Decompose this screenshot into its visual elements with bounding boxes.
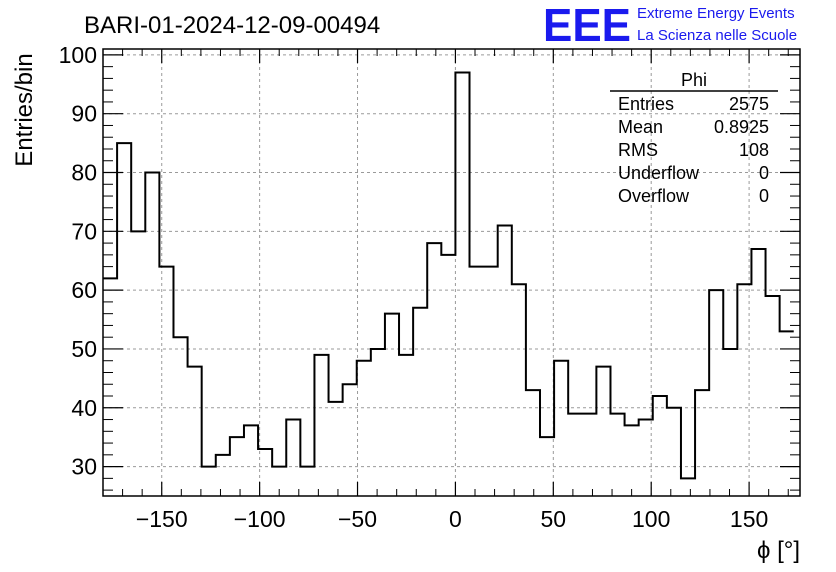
histogram-bin bbox=[300, 467, 314, 496]
y-axis-title: Entries/bin bbox=[11, 53, 38, 166]
histogram-bin bbox=[554, 361, 568, 496]
histogram-bin bbox=[568, 414, 582, 496]
histogram-bin bbox=[512, 284, 526, 496]
x-tick-label: −150 bbox=[136, 506, 188, 532]
y-tick-label: 80 bbox=[71, 160, 97, 186]
histogram-bin bbox=[159, 267, 173, 496]
histogram-bin bbox=[625, 425, 639, 496]
histogram-bin bbox=[103, 278, 117, 496]
histogram-bin bbox=[526, 390, 540, 496]
logo-mark: EEE bbox=[543, 0, 631, 51]
x-tick-label: 0 bbox=[449, 506, 462, 532]
histogram-bin bbox=[540, 437, 554, 496]
histogram-bin bbox=[413, 308, 427, 496]
stats-value: 0 bbox=[759, 186, 769, 206]
histogram-bin bbox=[653, 396, 667, 496]
histogram-bin bbox=[610, 414, 624, 496]
stats-rows: Entries 2575 Mean 0.8925 RMS 108 Underflow 0 Ove… bbox=[618, 94, 769, 206]
histogram-bin bbox=[216, 455, 230, 496]
histogram-bin bbox=[357, 361, 371, 496]
histogram-bin bbox=[639, 420, 653, 496]
stats-value: 0 bbox=[759, 163, 769, 183]
y-tick-label: 90 bbox=[71, 101, 97, 127]
y-tick-label: 70 bbox=[71, 218, 97, 244]
histogram-bin bbox=[737, 284, 751, 496]
logo: EEE Extreme Energy Events La Scienza nel… bbox=[543, 0, 797, 51]
stats-box: Phi Entries 2575 Mean 0.8925 RMS 108 Underflow… bbox=[610, 70, 778, 206]
histogram-bin bbox=[131, 231, 145, 496]
x-tick-label: 50 bbox=[541, 506, 567, 532]
stats-label: Entries bbox=[618, 94, 674, 114]
y-tick-label: 50 bbox=[71, 336, 97, 362]
y-tick-label: 60 bbox=[71, 277, 97, 303]
stats-value: 0.8925 bbox=[714, 117, 769, 137]
histogram-bin bbox=[766, 296, 780, 496]
histogram-bin bbox=[314, 355, 328, 496]
grid-lines bbox=[103, 49, 800, 496]
histogram-bin bbox=[272, 467, 286, 496]
y-tick-labels: 30 40 50 60 70 80 90 100 bbox=[59, 42, 97, 480]
logo-line-1: Extreme Energy Events bbox=[637, 5, 795, 22]
histogram-bin bbox=[145, 173, 159, 496]
histogram-bin bbox=[441, 255, 455, 496]
histogram-bin bbox=[709, 290, 723, 496]
stats-title: Phi bbox=[681, 70, 707, 90]
histogram-bin bbox=[188, 367, 202, 496]
histogram-bin bbox=[329, 402, 343, 496]
histogram-bin bbox=[385, 314, 399, 496]
chart-title: BARI-01-2024-12-09-00494 bbox=[84, 12, 380, 39]
logo-line-2: La Scienza nelle Scuole bbox=[637, 27, 797, 44]
histogram-bin bbox=[484, 267, 498, 496]
x-tick-labels: −150 −100 −50 0 50 100 150 bbox=[136, 506, 768, 532]
histogram-bin bbox=[244, 425, 258, 496]
histogram-bin bbox=[399, 355, 413, 496]
histogram-bin bbox=[751, 249, 765, 496]
x-axis-title: ϕ [°] bbox=[757, 537, 800, 564]
stats-label: Underflow bbox=[618, 163, 700, 183]
histogram-bin bbox=[427, 243, 441, 496]
histogram-bin bbox=[498, 225, 512, 496]
stats-value: 2575 bbox=[729, 94, 769, 114]
plot-frame bbox=[102, 48, 801, 497]
stats-label: Mean bbox=[618, 117, 663, 137]
x-tick-label: −50 bbox=[338, 506, 377, 532]
histogram-bin bbox=[202, 467, 216, 496]
histogram-bin bbox=[695, 390, 709, 496]
stats-value: 108 bbox=[739, 140, 769, 160]
y-tick-label: 40 bbox=[71, 395, 97, 421]
histogram-bin bbox=[173, 337, 187, 496]
histogram-bin bbox=[582, 414, 596, 496]
histogram-bin bbox=[286, 420, 300, 496]
histogram-bin bbox=[455, 73, 469, 496]
histogram-bin bbox=[681, 478, 695, 496]
axis-ticks bbox=[102, 49, 800, 496]
y-tick-label: 30 bbox=[71, 454, 97, 480]
x-tick-label: 100 bbox=[632, 506, 670, 532]
stats-label: Overflow bbox=[618, 186, 690, 206]
histogram-bin bbox=[780, 331, 794, 496]
x-tick-label: −100 bbox=[234, 506, 286, 532]
y-tick-label: 100 bbox=[59, 42, 97, 68]
histogram-bin bbox=[596, 367, 610, 496]
stats-label: RMS bbox=[618, 140, 658, 160]
histogram-bin bbox=[667, 408, 681, 496]
histogram-bin bbox=[343, 384, 357, 496]
histogram-bin bbox=[470, 267, 484, 496]
histogram-outline bbox=[103, 71, 794, 480]
histogram-bin bbox=[230, 437, 244, 496]
histogram-bin bbox=[371, 349, 385, 496]
histogram-bin bbox=[117, 143, 131, 496]
x-tick-label: 150 bbox=[730, 506, 768, 532]
histogram-bin bbox=[723, 349, 737, 496]
histogram-bin bbox=[258, 449, 272, 496]
histogram-bins bbox=[103, 71, 794, 496]
